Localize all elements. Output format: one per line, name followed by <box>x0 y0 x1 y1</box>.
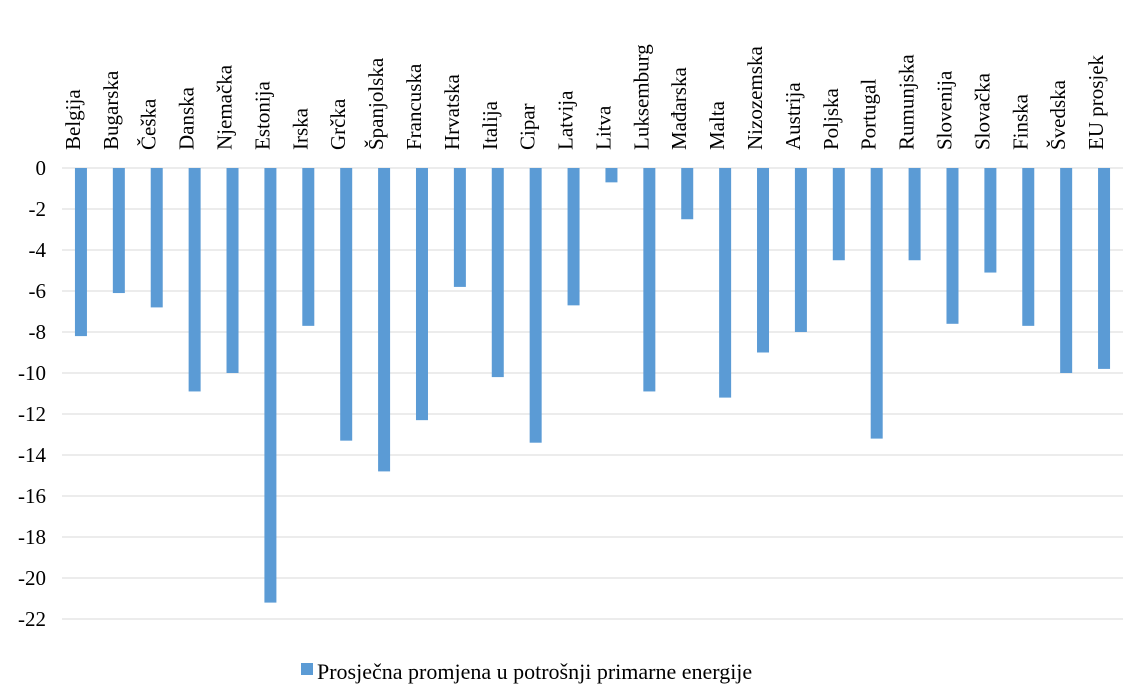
category-label: EU prosjek <box>1084 54 1108 150</box>
category-label: Njemačka <box>213 64 237 150</box>
category-label: Danska <box>175 86 199 150</box>
y-tick-label: -8 <box>29 320 47 344</box>
category-label: Cipar <box>516 103 540 150</box>
bar <box>378 168 391 472</box>
category-label: Francuska <box>402 63 426 150</box>
legend: Prosječna promjena u potrošnji primarne … <box>301 659 752 684</box>
category-labels: Belgija Bugarska Češka Danska Njemačka Estoni… <box>61 44 1108 150</box>
category-label: Latvija <box>554 90 578 150</box>
bar <box>415 168 428 421</box>
bar <box>1098 168 1111 369</box>
bar <box>567 168 580 306</box>
bar <box>453 168 466 287</box>
bar <box>491 168 504 378</box>
category-label: Poljska <box>819 87 843 150</box>
bar <box>74 168 87 337</box>
category-label: Grčka <box>326 98 350 150</box>
y-tick-label: -22 <box>18 607 46 631</box>
bar <box>946 168 959 324</box>
gridlines <box>62 167 1123 620</box>
bar <box>1022 168 1035 326</box>
legend-swatch <box>301 663 313 675</box>
bar <box>908 168 921 261</box>
bar <box>529 168 542 443</box>
bar <box>302 168 315 326</box>
category-label: Luksemburg <box>629 44 653 150</box>
category-label: Hrvatska <box>440 74 464 150</box>
category-label: Španjolska <box>364 57 388 150</box>
y-tick-label: -6 <box>29 279 47 303</box>
y-tick-label: -4 <box>29 238 47 262</box>
category-label: Austrija <box>781 82 805 150</box>
bar <box>112 168 125 294</box>
category-label: Malta <box>705 100 729 150</box>
bars <box>74 168 1111 603</box>
y-axis-tick-labels: 0 -2 -4 -6 -8 -10 -12 -14 -16 -18 -20 -22 <box>18 156 46 631</box>
category-label: Estonija <box>250 80 274 150</box>
category-label: Slovačka <box>970 72 994 150</box>
y-tick-label: -12 <box>18 402 46 426</box>
bar <box>340 168 353 441</box>
bar <box>870 168 883 439</box>
y-tick-label: -2 <box>29 197 47 221</box>
category-label: Bugarska <box>99 70 123 150</box>
y-tick-label: -18 <box>18 525 46 549</box>
bar <box>264 168 277 603</box>
category-label: Češka <box>137 98 161 150</box>
bar <box>681 168 694 220</box>
bar <box>984 168 997 273</box>
category-label: Portugal <box>857 79 881 150</box>
category-label: Irska <box>288 107 312 150</box>
bar <box>794 168 807 332</box>
bar <box>150 168 163 308</box>
category-label: Mađarska <box>667 67 691 150</box>
bar <box>1060 168 1073 373</box>
bar <box>719 168 732 398</box>
category-label: Finska <box>1008 93 1032 150</box>
y-tick-label: -10 <box>18 361 46 385</box>
y-tick-label: -14 <box>18 443 46 467</box>
category-label: Litva <box>591 105 615 150</box>
y-tick-label: -16 <box>18 484 46 508</box>
bar <box>188 168 201 392</box>
legend-label: Prosječna promjena u potrošnji primarne … <box>317 659 752 684</box>
bar <box>643 168 656 392</box>
category-label: Švedska <box>1046 79 1070 150</box>
y-tick-label: 0 <box>36 156 47 180</box>
category-label: Rumunjska <box>895 54 919 150</box>
category-label: Belgija <box>61 89 85 150</box>
category-label: Italija <box>478 100 502 150</box>
category-label: Nizozemska <box>743 46 767 150</box>
bar <box>226 168 239 373</box>
y-tick-label: -20 <box>18 566 46 590</box>
bar <box>757 168 770 353</box>
bar <box>832 168 845 261</box>
category-label: Slovenija <box>932 70 956 150</box>
bar <box>605 168 618 183</box>
